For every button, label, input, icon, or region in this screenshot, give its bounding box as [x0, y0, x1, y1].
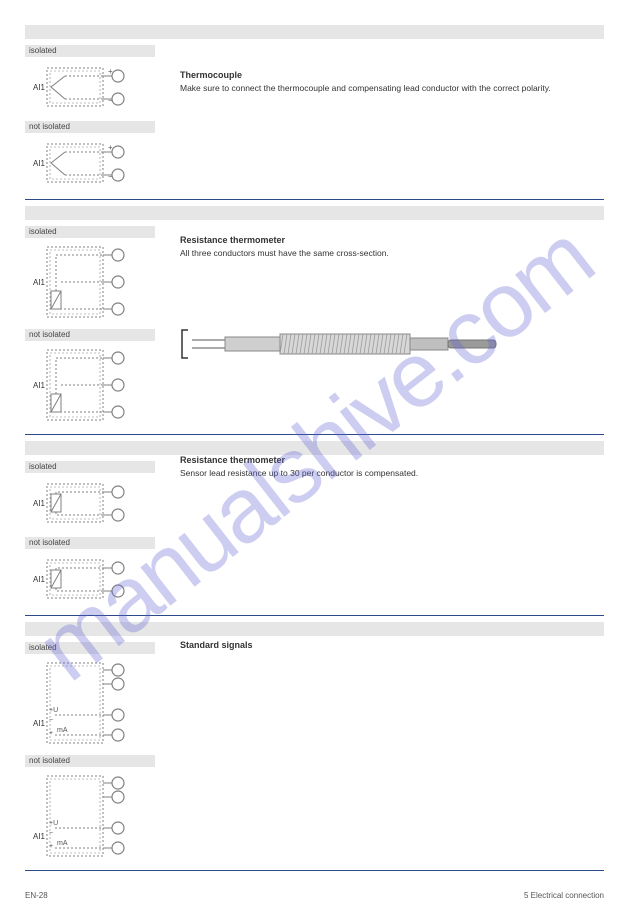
svg-text:AI1: AI1 — [33, 83, 46, 92]
block-3-0: isolated AI1+U −mA + — [25, 642, 604, 751]
diagram-2-1: AI1 — [25, 552, 155, 609]
diagram-1-1: AI1 — [25, 344, 155, 428]
diagram-2-0: AI1 — [25, 476, 155, 533]
subhead-0-1: not isolated — [25, 121, 155, 133]
probe-illustration — [180, 320, 604, 370]
svg-text:mA: mA — [57, 840, 68, 847]
section-header-2 — [25, 441, 604, 455]
separator-1 — [25, 434, 604, 435]
subhead-0-0: isolated — [25, 45, 155, 57]
right-col-3: Standard signals — [180, 640, 604, 653]
right-text-2: Sensor lead resistance up to 30 per cond… — [180, 468, 604, 479]
svg-text:+: + — [49, 843, 53, 850]
svg-text:AI1: AI1 — [33, 575, 46, 584]
section-header-3 — [25, 622, 604, 636]
svg-text:+: + — [108, 143, 113, 152]
svg-text:−: − — [108, 172, 113, 181]
right-title-3: Standard signals — [180, 640, 604, 650]
svg-text:−: − — [108, 96, 113, 105]
svg-text:+: + — [108, 67, 113, 76]
footer-left: EN-28 — [25, 891, 48, 900]
subhead-3-0: isolated — [25, 642, 155, 654]
block-3-1: not isolated AI1+U −mA + — [25, 755, 604, 864]
footer-right: 5 Electrical connection — [524, 891, 604, 900]
svg-text:mA: mA — [57, 727, 68, 734]
separator-2 — [25, 615, 604, 616]
svg-text:AI1: AI1 — [33, 381, 46, 390]
subhead-2-1: not isolated — [25, 537, 155, 549]
svg-text:+U: +U — [49, 707, 58, 714]
diagram-3-0: AI1+U −mA + — [25, 657, 155, 751]
svg-text:AI1: AI1 — [33, 499, 46, 508]
subhead-2-0: isolated — [25, 461, 155, 473]
svg-text:+: + — [49, 730, 53, 737]
section-header-0 — [25, 25, 604, 39]
right-col-1: Resistance thermometer All three conduct… — [180, 235, 604, 259]
subhead-1-0: isolated — [25, 226, 155, 238]
separator-3 — [25, 870, 604, 871]
diagram-3-1: AI1+U −mA + — [25, 770, 155, 864]
svg-text:AI1: AI1 — [33, 159, 46, 168]
block-0-1: not isolated AI1 + − — [25, 121, 604, 193]
page-content: Thermocouple Make sure to connect the th… — [0, 0, 629, 887]
svg-text:AI1: AI1 — [33, 278, 46, 287]
svg-text:−: − — [49, 717, 53, 724]
subhead-3-1: not isolated — [25, 755, 155, 767]
svg-text:−: − — [49, 830, 53, 837]
diagram-0-0: AI1 + − — [25, 60, 155, 117]
right-title-2: Resistance thermometer — [180, 455, 604, 465]
subhead-1-1: not isolated — [25, 329, 155, 341]
section-header-1 — [25, 206, 604, 220]
svg-text:AI1: AI1 — [33, 832, 46, 841]
right-text-0: Make sure to connect the thermocouple an… — [180, 83, 604, 94]
page-footer: EN-28 5 Electrical connection — [0, 887, 629, 908]
right-title-0: Thermocouple — [180, 70, 604, 80]
right-text-1: All three conductors must have the same … — [180, 248, 604, 259]
right-col-0: Thermocouple Make sure to connect the th… — [180, 70, 604, 94]
right-col-2: Resistance thermometer Sensor lead resis… — [180, 455, 604, 479]
right-title-1: Resistance thermometer — [180, 235, 604, 245]
block-2-1: not isolated AI1 — [25, 537, 604, 609]
diagram-0-1: AI1 + − — [25, 136, 155, 193]
svg-text:+U: +U — [49, 820, 58, 827]
svg-text:AI1: AI1 — [33, 719, 46, 728]
separator-0 — [25, 199, 604, 200]
diagram-1-0: AI1 — [25, 241, 155, 325]
